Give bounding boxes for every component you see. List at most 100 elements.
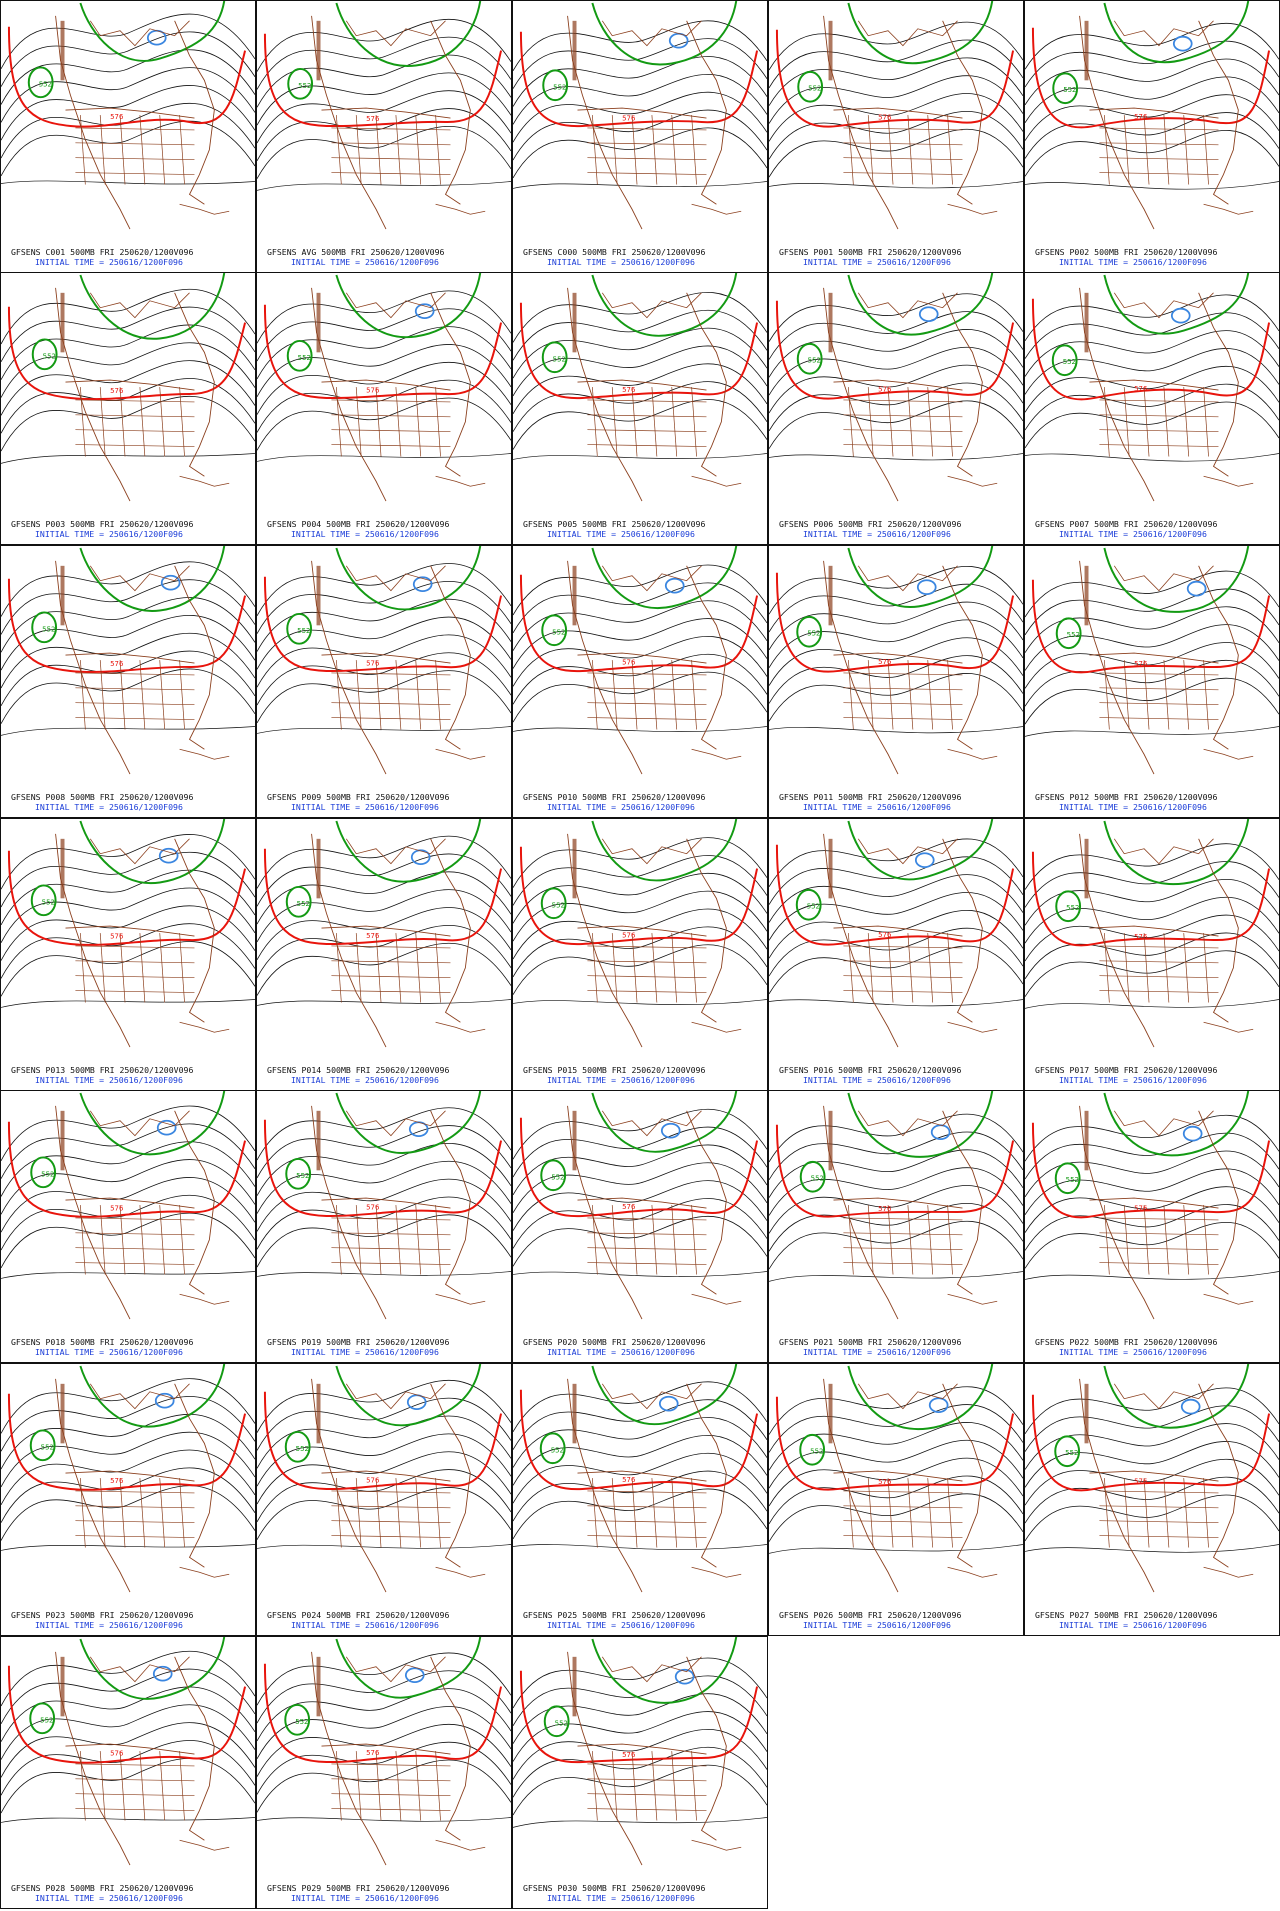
contour-552-closed [27,66,54,99]
height-contour [1025,1423,1279,1470]
height-map: 552 576 [769,1091,1023,1320]
contour-label-552: 552 [1065,1449,1078,1457]
state-border [75,444,195,447]
contour-label-576: 576 [110,933,123,941]
state-border [375,1751,382,1821]
state-border [139,1751,146,1821]
member-valid-label: GFSENS P030 500MB FRI 250620/1200V096 [523,1883,706,1893]
us-canada-border [321,652,451,664]
contour-label-576: 576 [366,387,379,395]
contour-552 [79,546,226,612]
state-border [587,672,707,676]
us-canada-border [65,925,195,937]
height-contour [769,874,1023,923]
state-border [435,115,441,185]
state-border [75,717,195,720]
caribbean-islands [179,1021,230,1033]
us-canada-border [1089,1470,1219,1482]
state-border [1099,1490,1219,1494]
us-canada-border [65,379,195,391]
height-map: 552 576 [1,819,255,1048]
contour-576 [775,1124,1015,1218]
state-border [415,115,422,185]
height-contour [513,618,767,669]
state-border [99,660,106,730]
us-canada-border [577,379,707,391]
state-border [119,1751,126,1821]
state-border [587,1247,707,1251]
state-border [843,1217,963,1221]
contour-label-576: 576 [878,931,891,939]
state-border [631,115,638,185]
state-border [587,399,707,403]
height-contour [1025,1459,1279,1506]
height-contour [257,1724,511,1777]
caribbean-islands [435,1293,486,1305]
state-border [1104,1478,1110,1548]
initial-time-label: INITIAL TIME = 250616/1200F096 [803,257,951,267]
state-border [1099,1217,1219,1221]
contour-label-552: 552 [41,1170,54,1178]
low-center-contour [928,1397,949,1413]
us-canada-border [1089,652,1219,664]
height-contour [769,93,1023,142]
caribbean-islands [691,1566,742,1578]
height-contour [513,1399,767,1450]
ensemble-member-panel: 552 576 GFSENS P008 500MB FRI 250620/1200V… [0,545,256,818]
rockies-shading [316,1383,321,1444]
height-contour [257,1178,511,1232]
contour-576 [263,1391,503,1490]
contour-label-576: 576 [622,931,635,939]
rockies-shading [828,292,833,353]
state-border [80,660,86,730]
state-border [1099,945,1219,949]
contour-label-576: 576 [622,1751,635,1759]
east-coastline [174,1383,215,1568]
height-contour [257,1817,511,1822]
state-border [611,660,618,730]
state-border [1099,127,1219,131]
contour-576 [775,300,1015,400]
state-border [867,1478,874,1548]
member-valid-label: GFSENS P010 500MB FRI 250620/1200V096 [523,792,706,802]
height-contour [769,400,1023,449]
height-contour [769,726,1023,734]
state-border [587,1535,707,1538]
state-border [843,960,963,964]
arctic-islands [601,20,702,47]
state-border [1123,1478,1130,1548]
rockies-shading [572,1656,577,1717]
west-coastline [55,15,131,230]
rockies-shading [316,838,321,899]
height-contour [1025,1168,1279,1215]
height-contour [1,306,255,363]
us-canada-border [833,1197,963,1209]
state-border [159,387,166,457]
contour-576 [1031,851,1271,947]
contour-552-closed [539,1432,566,1465]
contour-576 [263,1119,503,1217]
state-border [1203,933,1209,1003]
height-contour [257,563,511,617]
contour-576 [519,1389,759,1491]
state-border [843,945,963,949]
height-contour [1,668,255,724]
state-border [843,717,963,720]
us-canada-border [65,107,195,119]
contour-552 [335,273,482,339]
us-canada-border [833,1470,963,1482]
state-border [843,429,963,433]
contour-576 [1031,1122,1271,1219]
initial-time-label: INITIAL TIME = 250616/1200F096 [291,1893,439,1903]
height-contour [1,1485,255,1541]
height-contour [769,329,1023,378]
state-border [867,660,874,730]
height-contour [513,944,767,995]
height-map: 552 576 [257,1091,511,1320]
arctic-islands [345,1110,446,1137]
state-border [415,1205,422,1275]
contour-label-552: 552 [296,1172,309,1180]
state-border [867,933,874,1003]
contour-576 [7,578,247,673]
state-border [587,127,707,131]
